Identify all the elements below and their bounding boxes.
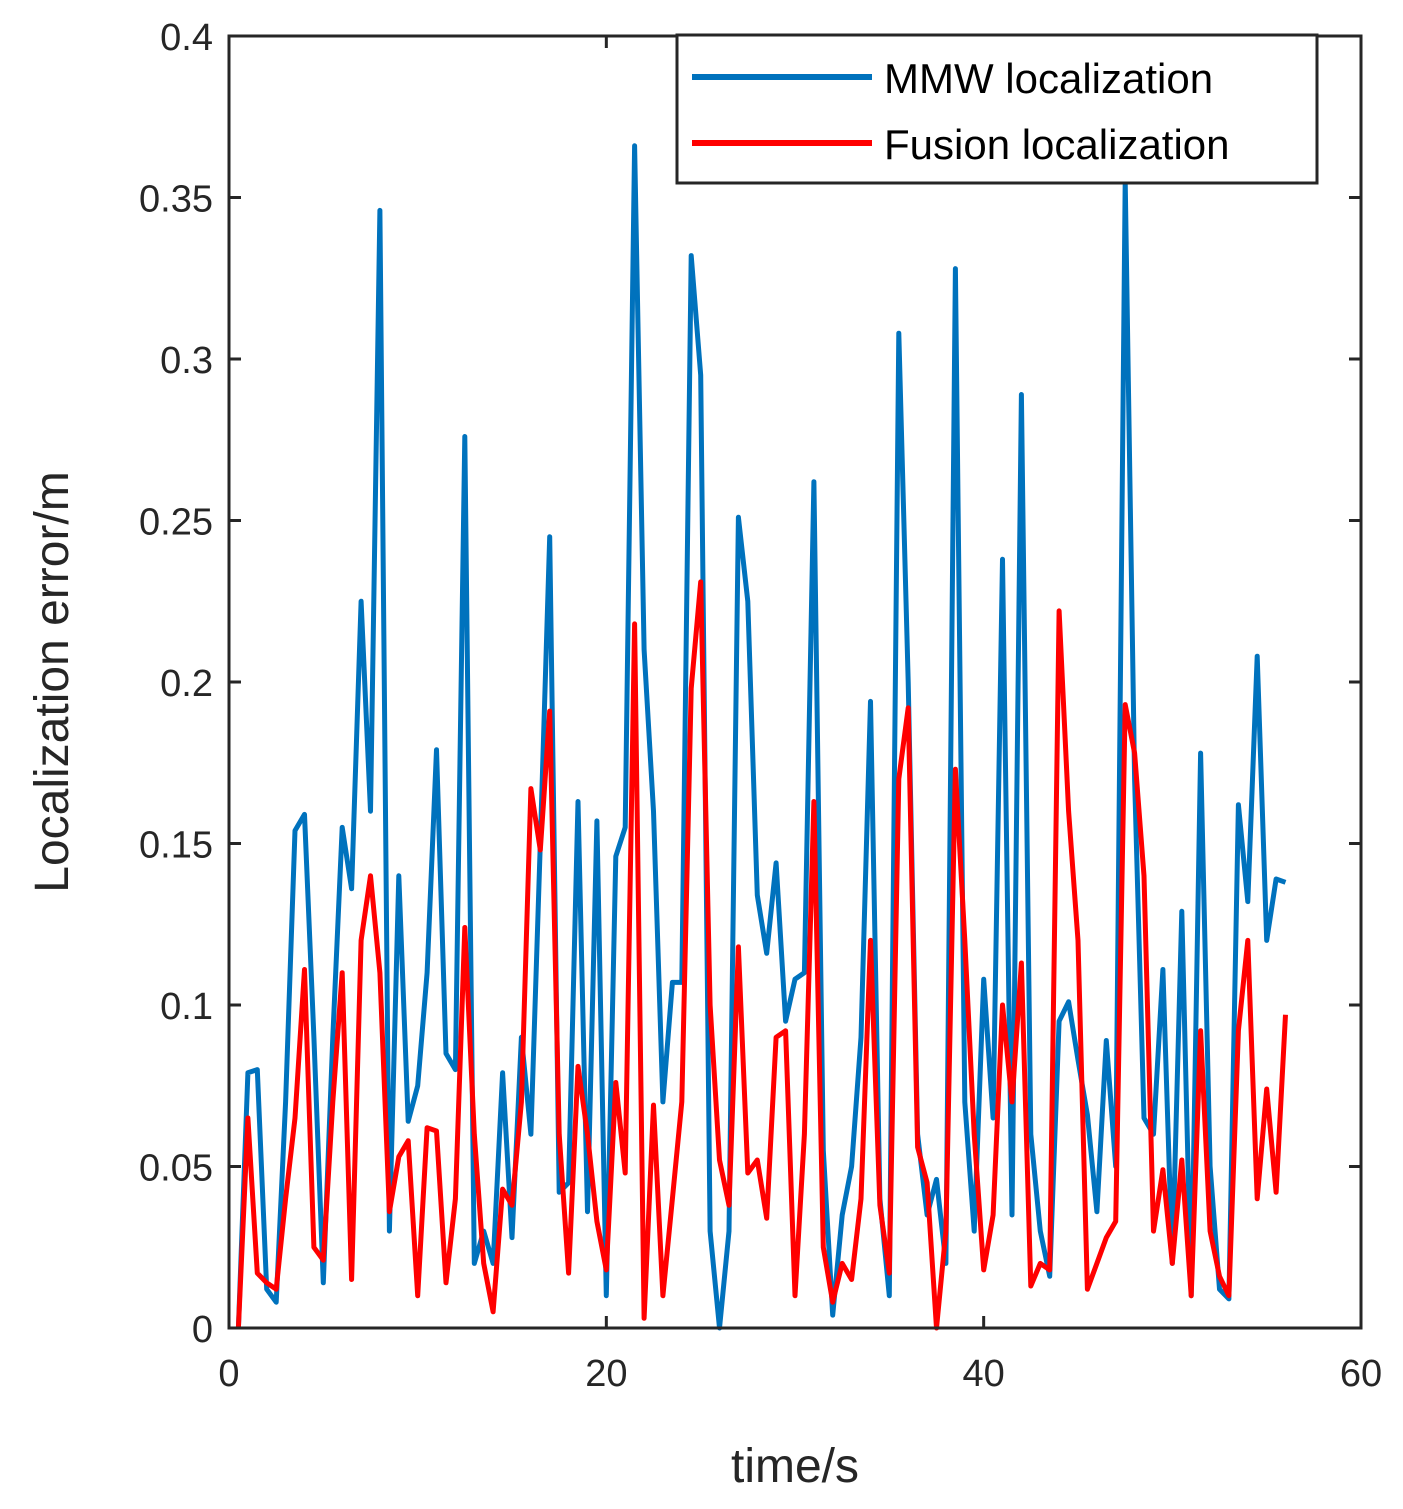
y-tick-label: 0.35 <box>139 179 213 221</box>
y-tick-label: 0.4 <box>160 17 213 59</box>
series-layer <box>235 143 1288 1331</box>
y-tick-label: 0.3 <box>160 340 213 382</box>
x-tick-label: 0 <box>218 1353 239 1395</box>
x-tick-label: 60 <box>1340 1353 1382 1395</box>
legend-label-mmw: MMW localization <box>884 55 1213 102</box>
series-line-fusion <box>235 579 1288 1331</box>
y-axis-title: Localization error/m <box>26 471 79 893</box>
y-tick-label: 0.1 <box>160 986 213 1028</box>
legend-box <box>675 33 1319 185</box>
x-axis-title: time/s <box>731 1440 859 1493</box>
legend-label-fusion: Fusion localization <box>884 121 1230 168</box>
y-tick-label: 0.05 <box>139 1148 213 1190</box>
x-tick-label: 40 <box>963 1353 1005 1395</box>
y-tick-label: 0 <box>192 1309 213 1351</box>
y-tick-label: 0.15 <box>139 825 213 867</box>
tick-layer: 0 20 40 60 0 0.05 0.1 0.15 0.2 0.25 0.3 0.35 0.4 <box>139 17 1382 1395</box>
x-tick-label: 20 <box>585 1353 627 1395</box>
y-tick-label: 0.25 <box>139 502 213 544</box>
series-line-mmw <box>235 143 1287 1331</box>
legend: MMW localization Fusion localization <box>675 33 1319 185</box>
y-tick-label: 0.2 <box>160 663 213 705</box>
